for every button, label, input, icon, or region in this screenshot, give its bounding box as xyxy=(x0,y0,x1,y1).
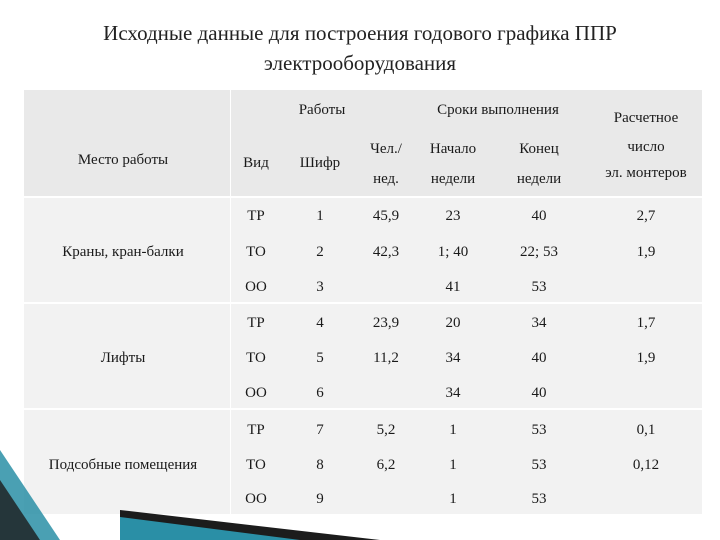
table-cell-start: 1 xyxy=(449,422,457,438)
table-cell-start: 34 xyxy=(445,350,461,366)
table-cell-type: ОО xyxy=(245,491,267,507)
header-end-line1: Конец xyxy=(519,141,559,157)
header-code: Шифр xyxy=(299,155,341,171)
table-cell-start: 1; 40 xyxy=(437,244,469,260)
header-place: Место работы xyxy=(77,152,169,168)
table-cell-code: 3 xyxy=(316,279,324,295)
table-cell-start: 23 xyxy=(445,208,461,224)
table-cell-type: ТО xyxy=(246,350,266,366)
header-calc-line3: эл. монтеров xyxy=(605,165,687,181)
table-cell-start: 1 xyxy=(449,491,457,507)
table-cell-type: ОО xyxy=(245,385,267,401)
table-cell-type: ТР xyxy=(247,422,265,438)
table-cell-calc: 0,1 xyxy=(636,422,656,438)
header-calc-line2: число xyxy=(627,139,665,155)
table-cell-type: ОО xyxy=(245,279,267,295)
table-cell-person: 45,9 xyxy=(372,208,400,224)
table-cell-calc: 2,7 xyxy=(636,208,656,224)
header-deadlines: Сроки выполнения xyxy=(437,102,559,118)
table-cell-calc: 1,9 xyxy=(636,244,656,260)
table-cell-start: 34 xyxy=(445,385,461,401)
table-cell-calc: 0,12 xyxy=(632,457,660,473)
header-type: Вид xyxy=(243,155,269,171)
table-cell-type: ТР xyxy=(247,315,265,331)
table-cell-type: ТО xyxy=(246,457,266,473)
table-cell-end: 53 xyxy=(531,279,547,295)
table-cell-end: 40 xyxy=(531,208,547,224)
header-person-line1: Чел./ xyxy=(370,141,402,157)
table-cell-start: 20 xyxy=(445,315,461,331)
header-start-line2: недели xyxy=(430,171,476,187)
table-cell-code: 5 xyxy=(316,350,324,366)
table-cell-person: 42,3 xyxy=(372,244,400,260)
header-calc-line1: Расчетное xyxy=(613,110,679,126)
table-cell-end: 53 xyxy=(531,491,547,507)
table-cell-start: 1 xyxy=(449,457,457,473)
header-start-line1: Начало xyxy=(429,141,477,157)
group-divider xyxy=(24,196,702,198)
table-cell-person: 5,2 xyxy=(376,422,396,438)
group-divider xyxy=(24,408,702,410)
header-works: Работы xyxy=(298,102,346,118)
title-line-2: электрооборудования xyxy=(263,51,457,75)
table-cell-end: 34 xyxy=(531,315,547,331)
table-cell-code: 1 xyxy=(316,208,324,224)
title-line-1: Исходные данные для построения годового … xyxy=(103,21,617,45)
table-cell-type: ТР xyxy=(247,208,265,224)
place-label: Подсобные помещения xyxy=(48,457,198,473)
table-cell-end: 40 xyxy=(531,385,547,401)
header-person-line2: нед. xyxy=(373,171,399,187)
table-cell-code: 6 xyxy=(316,385,324,401)
table-cell-person: 23,9 xyxy=(372,315,400,331)
table-cell-code: 8 xyxy=(316,457,324,473)
table-header xyxy=(24,90,702,196)
table-cell-code: 2 xyxy=(316,244,324,260)
table-cell-calc: 1,9 xyxy=(636,350,656,366)
page-title: Исходные данные для построения годового … xyxy=(0,18,720,78)
table-cell-end: 53 xyxy=(531,457,547,473)
place-label: Лифты xyxy=(100,350,146,366)
table-cell-end: 53 xyxy=(531,422,547,438)
slide-corner-decoration xyxy=(0,450,60,540)
table-cell-code: 4 xyxy=(316,315,324,331)
table-cell-person: 6,2 xyxy=(376,457,396,473)
table-cell-person: 11,2 xyxy=(373,350,399,366)
place-label: Краны, кран-балки xyxy=(62,244,184,260)
table-cell-end: 22; 53 xyxy=(520,244,558,260)
table-cell-code: 9 xyxy=(316,491,324,507)
header-end-line2: недели xyxy=(516,171,562,187)
table-cell-type: ТО xyxy=(246,244,266,260)
table-cell-end: 40 xyxy=(531,350,547,366)
table-cell-calc: 1,7 xyxy=(636,315,656,331)
table-cell-start: 41 xyxy=(445,279,461,295)
slide-bottom-decoration xyxy=(120,510,380,540)
table-cell-code: 7 xyxy=(316,422,324,438)
group-divider xyxy=(24,302,702,304)
